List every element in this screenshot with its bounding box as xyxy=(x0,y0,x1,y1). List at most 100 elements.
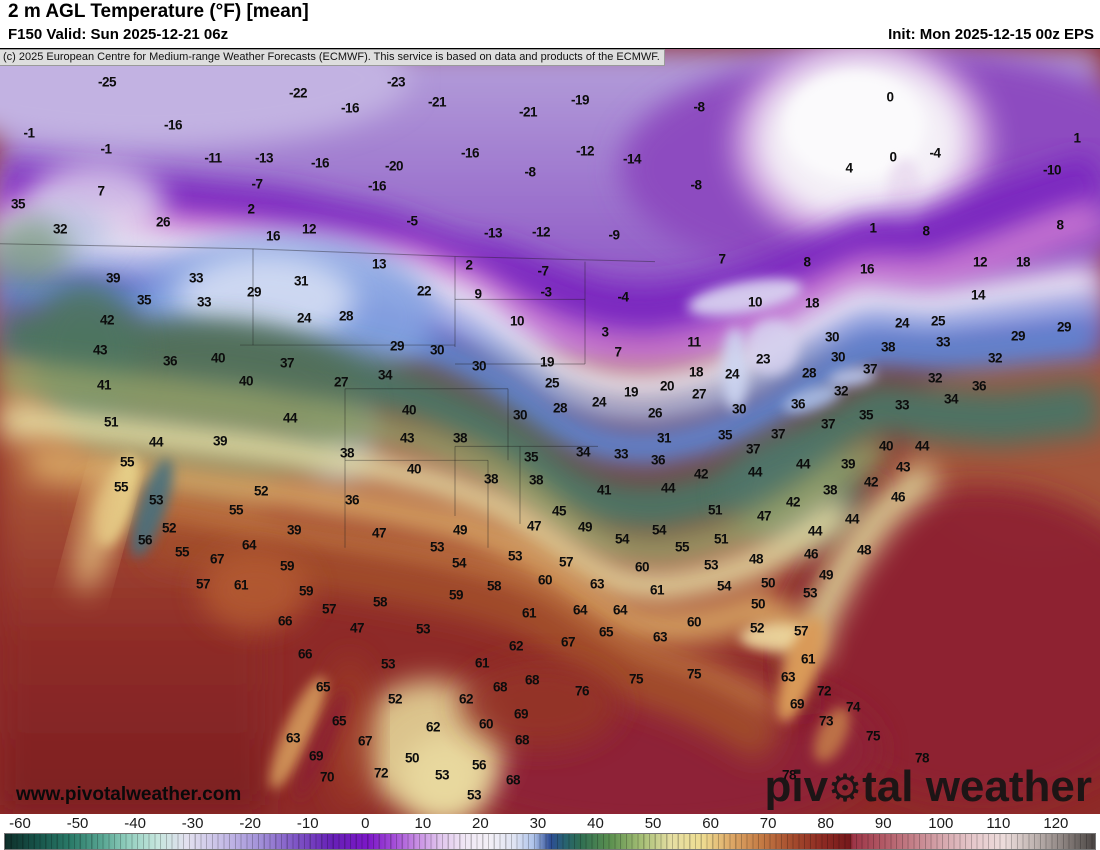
temp-value-label: 69 xyxy=(513,706,529,722)
temp-value-label: 61 xyxy=(521,605,537,621)
temp-value-label: 53 xyxy=(415,621,431,637)
temp-value-label: 34 xyxy=(377,367,393,383)
temp-value-label: 75 xyxy=(628,671,644,687)
temp-value-label: -16 xyxy=(340,100,360,116)
colorbar-segments xyxy=(5,834,1095,849)
temp-value-label: 46 xyxy=(803,546,819,562)
logo-text-right: tal weather xyxy=(862,762,1092,811)
temp-value-label: 60 xyxy=(634,559,650,575)
temp-value-label: 59 xyxy=(279,558,295,574)
temp-value-label: 33 xyxy=(935,334,951,350)
temp-value-label: -4 xyxy=(929,145,941,161)
temp-value-label: 51 xyxy=(713,531,729,547)
temp-value-label: 58 xyxy=(372,594,388,610)
temp-value-label: 44 xyxy=(148,434,164,450)
temp-value-label: 54 xyxy=(451,555,467,571)
temp-value-label: 52 xyxy=(253,483,269,499)
temp-value-label: 49 xyxy=(452,522,468,538)
colorbar-tick-label: 40 xyxy=(587,815,604,832)
colorbar-tick-label: 110 xyxy=(986,815,1011,832)
temp-value-label: 62 xyxy=(458,691,474,707)
temp-value-label: 50 xyxy=(760,575,776,591)
temp-value-label: 27 xyxy=(333,374,349,390)
temp-value-label: 44 xyxy=(795,456,811,472)
temp-value-label: 72 xyxy=(373,765,389,781)
temp-value-label: -12 xyxy=(531,224,551,240)
temp-value-label: -7 xyxy=(251,176,263,192)
temp-value-label: 0 xyxy=(889,149,897,165)
temp-value-label: 53 xyxy=(507,548,523,564)
temp-value-label: 60 xyxy=(537,572,553,588)
colorbar-tick-label: 10 xyxy=(414,815,432,832)
colorbar-tick-label: -40 xyxy=(124,815,146,832)
temp-value-label: 39 xyxy=(212,433,228,449)
temp-value-label: 24 xyxy=(894,315,910,331)
temp-value-label: 53 xyxy=(429,539,445,555)
temp-value-label: 30 xyxy=(824,329,840,345)
temp-value-label: 54 xyxy=(614,531,630,547)
temp-value-label: 63 xyxy=(285,730,301,746)
temperature-map: -25 -22 -23 -21 -19 -21 -8 0 1 -16 -16 -1 -1 -11 -13 -1… xyxy=(0,48,1100,815)
temp-value-label: -4 xyxy=(617,289,629,305)
temp-value-label: 33 xyxy=(613,446,629,462)
temp-value-label: -8 xyxy=(690,177,702,193)
temp-value-label: 63 xyxy=(780,669,796,685)
temp-value-label: 35 xyxy=(717,427,733,443)
temp-value-label: 43 xyxy=(399,430,415,446)
watermark-url: www.pivotalweather.com xyxy=(16,784,242,805)
temp-value-label: 39 xyxy=(105,270,121,286)
temp-value-label: 53 xyxy=(466,787,482,803)
temp-value-label: 57 xyxy=(793,623,809,639)
temp-value-label: 60 xyxy=(686,614,702,630)
temp-value-label: 35 xyxy=(10,196,26,212)
temp-value-label: 61 xyxy=(649,582,665,598)
temp-value-label: 32 xyxy=(52,221,68,237)
temp-value-label: 57 xyxy=(558,554,574,570)
temp-value-label: 48 xyxy=(748,551,764,567)
temp-value-label: 40 xyxy=(401,402,417,418)
temp-value-label: -10 xyxy=(1042,162,1062,178)
temp-value-label: 16 xyxy=(265,228,281,244)
temp-value-label: -23 xyxy=(386,74,406,90)
temp-value-label: 59 xyxy=(448,587,464,603)
temperature-field xyxy=(0,49,1100,814)
colorbar-tick-label: 60 xyxy=(702,815,719,832)
temp-value-label: 24 xyxy=(591,394,607,410)
temp-value-label: 40 xyxy=(210,350,226,366)
temp-value-label: 50 xyxy=(404,750,420,766)
temp-value-label: 10 xyxy=(747,294,763,310)
temp-value-label: 57 xyxy=(321,601,337,617)
temp-value-label: 54 xyxy=(716,578,732,594)
temp-value-label: 20 xyxy=(659,378,675,394)
temp-value-label: 52 xyxy=(161,520,177,536)
temp-value-label: 47 xyxy=(349,620,365,636)
temp-value-label: -11 xyxy=(204,150,222,166)
temp-value-label: 38 xyxy=(483,471,499,487)
temp-value-label: -8 xyxy=(693,99,705,115)
temp-value-label: 38 xyxy=(822,482,838,498)
temp-value-label: 44 xyxy=(282,410,298,426)
temp-value-label: 51 xyxy=(707,502,723,518)
page-title: 2 m AGL Temperature (°F) [mean] xyxy=(8,1,309,22)
temp-value-label: 52 xyxy=(749,620,765,636)
temp-value-label: 24 xyxy=(724,366,740,382)
temp-value-label: 38 xyxy=(528,472,544,488)
temp-value-label: 75 xyxy=(865,728,881,744)
temp-value-label: 26 xyxy=(647,405,663,421)
temp-value-label: 22 xyxy=(416,283,432,299)
temp-value-label: 43 xyxy=(92,342,108,358)
temp-value-label: 68 xyxy=(514,732,530,748)
border-lines xyxy=(0,243,656,548)
temp-value-label: 12 xyxy=(301,221,317,237)
temp-value-label: 57 xyxy=(195,576,211,592)
temp-value-label: 65 xyxy=(315,679,331,695)
temp-value-label: 52 xyxy=(387,691,403,707)
temp-value-label: 8 xyxy=(803,254,811,270)
temp-value-label: 35 xyxy=(858,407,874,423)
temp-value-label: 43 xyxy=(895,459,911,475)
temp-value-label: 61 xyxy=(233,577,249,593)
temp-value-label: 36 xyxy=(344,492,360,508)
temp-value-label: 63 xyxy=(652,629,668,645)
temp-value-label: -13 xyxy=(254,150,274,166)
temp-value-label: 68 xyxy=(492,679,508,695)
